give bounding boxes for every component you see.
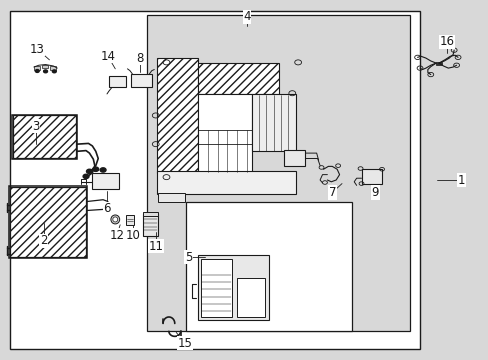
- Circle shape: [86, 169, 92, 174]
- Circle shape: [43, 70, 47, 73]
- Text: 5: 5: [184, 251, 192, 264]
- Text: 12: 12: [109, 229, 124, 242]
- Bar: [251, 94, 295, 151]
- Bar: [157, 58, 198, 173]
- Bar: [283, 149, 305, 166]
- Text: 7: 7: [328, 186, 335, 199]
- Bar: [435, 62, 441, 65]
- Text: 8: 8: [136, 51, 143, 64]
- Circle shape: [93, 167, 99, 171]
- Text: 1: 1: [457, 174, 464, 186]
- Text: 14: 14: [100, 50, 115, 63]
- Bar: [50, 66, 56, 69]
- Bar: [185, 202, 351, 330]
- Bar: [143, 212, 158, 216]
- Bar: [109, 76, 126, 87]
- Text: 10: 10: [125, 229, 141, 242]
- Text: 9: 9: [371, 186, 378, 199]
- Text: 15: 15: [177, 337, 192, 350]
- Circle shape: [100, 168, 106, 172]
- Bar: [131, 74, 152, 87]
- Text: 3: 3: [32, 120, 40, 133]
- Bar: [9, 186, 87, 258]
- Bar: [10, 187, 86, 257]
- Text: 11: 11: [148, 240, 163, 253]
- Bar: [198, 63, 278, 94]
- Bar: [34, 66, 40, 69]
- Bar: [237, 278, 265, 317]
- Bar: [200, 259, 232, 317]
- Bar: [12, 115, 77, 159]
- Circle shape: [83, 174, 89, 179]
- Bar: [10, 12, 419, 348]
- Bar: [198, 255, 268, 320]
- Bar: [92, 173, 119, 189]
- Text: 4: 4: [243, 10, 250, 23]
- Bar: [126, 215, 134, 225]
- Text: 13: 13: [30, 42, 44, 55]
- Bar: [147, 15, 409, 330]
- Text: 16: 16: [438, 35, 453, 49]
- Bar: [158, 193, 184, 202]
- Bar: [42, 64, 48, 68]
- Ellipse shape: [111, 215, 120, 224]
- Bar: [198, 94, 251, 173]
- Bar: [143, 214, 158, 235]
- Text: 6: 6: [103, 202, 110, 215]
- Text: 2: 2: [40, 234, 47, 247]
- Bar: [361, 169, 381, 184]
- Bar: [157, 171, 295, 194]
- Ellipse shape: [113, 217, 118, 222]
- Circle shape: [52, 70, 56, 73]
- Circle shape: [35, 69, 39, 72]
- Bar: [13, 116, 76, 158]
